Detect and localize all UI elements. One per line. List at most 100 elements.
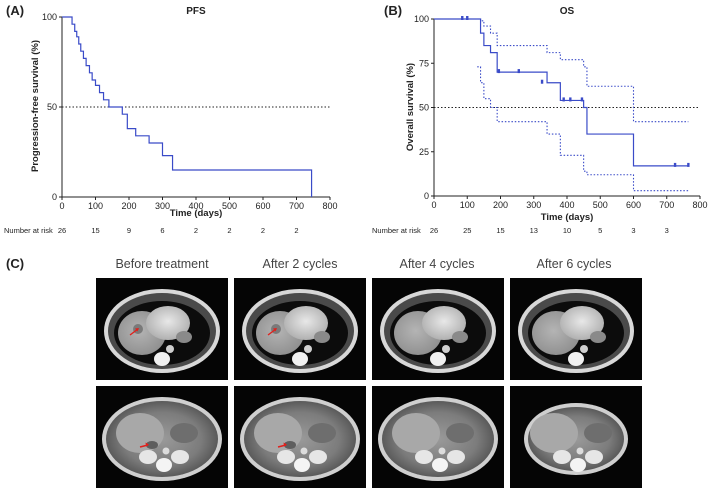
os-chart: OS Overall survival (%) Time (days) Numb… bbox=[372, 6, 708, 235]
panel-label-c: (C) bbox=[6, 256, 24, 271]
pfs-chart: PFS Progression-free survival (%) Time (… bbox=[4, 6, 338, 235]
ct-scan-abdomen bbox=[510, 386, 642, 488]
ct-kidney-right bbox=[277, 450, 295, 464]
os-y-axis-title: Overall survival (%) bbox=[405, 63, 416, 151]
pfs-risk-count: 2 bbox=[261, 226, 265, 235]
os-y-tick-label: 0 bbox=[424, 191, 429, 201]
os-risk-count: 10 bbox=[563, 226, 571, 235]
pfs-risk-count: 2 bbox=[194, 226, 198, 235]
ct-arrow-head bbox=[145, 442, 149, 447]
os-ci-line bbox=[477, 66, 689, 192]
ct-column-header-before: Before treatment bbox=[115, 257, 209, 271]
ct-column-header-cycle6: After 6 cycles bbox=[536, 257, 611, 271]
os-x-tick-label: 0 bbox=[431, 200, 436, 210]
os-risk-count: 13 bbox=[530, 226, 538, 235]
os-risk-table-label: Number at risk bbox=[372, 226, 421, 235]
ct-arrow-head bbox=[273, 328, 277, 332]
ct-liver bbox=[392, 413, 440, 453]
pfs-y-axis-title: Progression-free survival (%) bbox=[30, 40, 41, 172]
pfs-risk-count: 15 bbox=[91, 226, 99, 235]
ct-kidney-right bbox=[139, 450, 157, 464]
ct-scan-abdomen bbox=[372, 386, 504, 488]
ct-aorta bbox=[576, 447, 584, 455]
ct-kidney-left bbox=[309, 450, 327, 464]
os-censor-mark bbox=[562, 97, 565, 102]
ct-bowel bbox=[170, 423, 198, 443]
pfs-risk-count: 6 bbox=[160, 226, 164, 235]
pfs-x-tick-label: 0 bbox=[59, 201, 64, 211]
ct-kidney-right bbox=[553, 450, 571, 464]
os-censor-mark bbox=[540, 79, 544, 84]
pfs-x-tick-label: 300 bbox=[155, 201, 170, 211]
os-censor-mark bbox=[580, 97, 584, 102]
pfs-risk-count: 2 bbox=[227, 226, 231, 235]
os-censor-mark bbox=[466, 16, 469, 20]
ct-vertebra bbox=[568, 352, 584, 366]
os-censor-mark bbox=[517, 69, 520, 74]
ct-liver bbox=[530, 413, 578, 453]
os-censor-mark bbox=[673, 162, 677, 167]
ct-scan-chest bbox=[510, 278, 642, 380]
ct-heart bbox=[146, 306, 190, 340]
os-censor-mark bbox=[569, 97, 572, 102]
ct-column-header-cycle2: After 2 cycles bbox=[262, 257, 337, 271]
ct-scan-chest bbox=[96, 278, 228, 380]
panel-label-a: (A) bbox=[6, 3, 24, 18]
pfs-x-axis-title: Time (days) bbox=[170, 208, 223, 219]
ct-vertebra bbox=[154, 352, 170, 366]
pfs-x-tick-label: 200 bbox=[121, 201, 136, 211]
ct-vertebra bbox=[156, 458, 172, 472]
ct-vertebra bbox=[430, 352, 446, 366]
ct-lesion bbox=[284, 441, 296, 449]
ct-column-header-cycle4: After 4 cycles bbox=[399, 257, 474, 271]
os-risk-count: 3 bbox=[631, 226, 635, 235]
ct-kidney-left bbox=[447, 450, 465, 464]
ct-bowel bbox=[308, 423, 336, 443]
ct-aorta bbox=[442, 345, 450, 353]
pfs-x-tick-label: 700 bbox=[289, 201, 304, 211]
ct-aorta bbox=[580, 345, 588, 353]
pfs-survival-curve bbox=[62, 16, 313, 197]
os-x-tick-label: 500 bbox=[593, 200, 608, 210]
ct-aorta bbox=[300, 447, 308, 455]
os-y-tick-label: 75 bbox=[419, 58, 429, 68]
os-risk-count: 26 bbox=[430, 226, 438, 235]
os-x-tick-label: 200 bbox=[493, 200, 508, 210]
ct-scan-abdomen bbox=[96, 386, 228, 488]
pfs-y-tick-label: 0 bbox=[52, 192, 57, 202]
ct-vertebra bbox=[294, 458, 310, 472]
ct-kidney-left bbox=[171, 450, 189, 464]
ct-scan-chest bbox=[372, 278, 504, 380]
pfs-x-tick-label: 800 bbox=[322, 201, 337, 211]
os-risk-count: 5 bbox=[598, 226, 602, 235]
os-x-tick-label: 800 bbox=[692, 200, 707, 210]
pfs-x-tick-label: 400 bbox=[188, 201, 203, 211]
os-survival-curve bbox=[434, 18, 689, 167]
os-x-tick-label: 400 bbox=[559, 200, 574, 210]
os-x-tick-label: 700 bbox=[659, 200, 674, 210]
pfs-x-tick-label: 500 bbox=[222, 201, 237, 211]
ct-vertebra bbox=[432, 458, 448, 472]
pfs-y-tick-label: 50 bbox=[47, 102, 57, 112]
ct-vertebra bbox=[292, 352, 308, 366]
ct-stomach bbox=[314, 331, 330, 343]
pfs-chart-title: PFS bbox=[186, 6, 206, 17]
os-censor-mark bbox=[461, 16, 464, 20]
os-risk-count: 3 bbox=[665, 226, 669, 235]
ct-aorta bbox=[304, 345, 312, 353]
os-y-tick-label: 50 bbox=[419, 103, 429, 113]
os-x-tick-label: 600 bbox=[626, 200, 641, 210]
pfs-risk-count: 9 bbox=[127, 226, 131, 235]
os-risk-count: 15 bbox=[496, 226, 504, 235]
ct-arrow-head bbox=[283, 442, 287, 447]
ct-heart bbox=[284, 306, 328, 340]
ct-scan-abdomen bbox=[234, 386, 366, 488]
os-x-tick-label: 300 bbox=[526, 200, 541, 210]
ct-vertebra bbox=[570, 458, 586, 472]
ct-heart bbox=[422, 306, 466, 340]
ct-lesion bbox=[146, 441, 158, 449]
ct-kidney-left bbox=[585, 450, 603, 464]
ct-image-panel: Before treatment After 2 cycles After 4 … bbox=[96, 257, 642, 488]
os-ci-line bbox=[434, 18, 689, 123]
